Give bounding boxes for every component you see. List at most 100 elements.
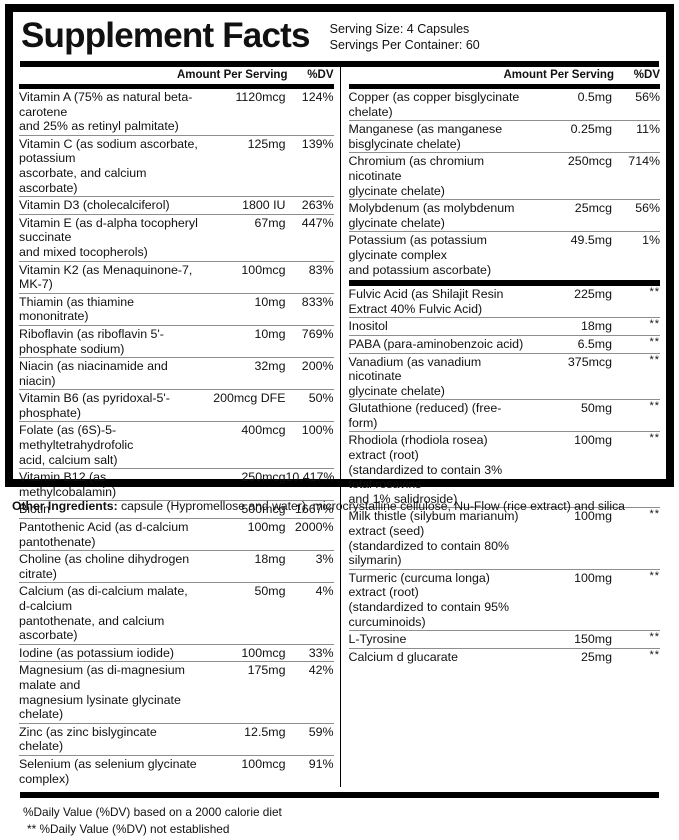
nutrient-name-line: glycinate chelate) <box>348 183 445 198</box>
table-row: Potassium (as potassium glycinate comple… <box>348 231 660 279</box>
nutrient-amount: 125mg <box>201 134 286 197</box>
nutrient-daily-value: 263% <box>285 196 334 215</box>
nutrient-amount: 250mcg <box>201 468 286 501</box>
top-thick-rule <box>20 61 659 67</box>
nutrient-name: Vitamin C (as sodium ascorbate, potassiu… <box>19 134 202 197</box>
nutrient-amount: 18mg <box>201 550 286 583</box>
nutrient-name-line: Biotin <box>19 502 50 517</box>
nutrient-name: Chromium (as chromium nicotinate glycinat… <box>348 152 528 200</box>
nutrient-daily-value: 59% <box>285 722 334 756</box>
nutrient-daily-value: ** <box>612 399 660 432</box>
table-row: Magnesium (as di-magnesium malate and mag… <box>19 661 334 724</box>
nutrient-name-line: L-Tyrosine <box>348 632 407 647</box>
not-established-marker: ** <box>649 335 660 348</box>
right-botanicals-table: Fulvic Acid (as Shilajit Resin Extract 4… <box>348 286 660 666</box>
nutrient-amount: 250mcg <box>528 152 612 200</box>
nutrient-name-line: Vitamin B12 (as methylcobalamin) <box>19 470 117 499</box>
nutrient-name: Vitamin K2 (as Menaquinone-7, MK-7) <box>19 260 202 294</box>
nutrient-name-line: pantothenate, and calcium ascorbate) <box>19 613 165 643</box>
nutrient-name-line: glycinate chelate) <box>348 215 445 230</box>
nutrient-name-line: Turmeric (curcuma longa) extract (root) <box>348 570 490 600</box>
nutrient-name: Vanadium (as vanadium nicotinate glycinat… <box>348 352 528 400</box>
nutrient-name-line: Magnesium (as di-magnesium malate and <box>19 663 185 692</box>
other-ingredients-label: Other Ingredients: <box>12 499 118 513</box>
table-row: Inositol 18mg ** <box>348 317 660 336</box>
nutrient-name-line: Potassium (as potassium glycinate comple… <box>348 233 487 262</box>
nutrient-name: Vitamin E (as d-alpha tocopheryl succina… <box>19 213 202 262</box>
dv-header: %DV <box>307 69 334 81</box>
table-row: Vitamin B12 (as methylcobalamin) 250mcg 10… <box>19 468 334 501</box>
not-established-marker: ** <box>649 432 660 445</box>
table-row: Glutathione (reduced) (free-form) 50mg ** <box>348 399 660 432</box>
nutrient-name: Selenium (as selenium glycinate complex) <box>19 754 202 788</box>
title-row: Supplement Facts Serving Size: 4 Capsule… <box>19 12 660 56</box>
supplement-facts-label: Supplement Facts Serving Size: 4 Capsule… <box>5 4 674 837</box>
supplement-facts-panel: Supplement Facts Serving Size: 4 Capsule… <box>5 4 674 836</box>
nutrient-name-line: Chromium (as chromium nicotinate <box>348 154 485 183</box>
nutrient-amount: 100mcg <box>201 260 286 294</box>
nutrient-name-line: Niacin (as niacinamide and niacin) <box>19 359 168 388</box>
nutrient-daily-value: ** <box>612 647 660 666</box>
table-row: Vitamin E (as d-alpha tocopheryl succina… <box>19 213 334 262</box>
nutrient-amount: 18mg <box>528 317 612 336</box>
table-row: Vitamin A (75% as natural beta-carotene a… <box>19 89 334 135</box>
nutrient-name-line: Calcium (as di-calcium malate, d-calcium <box>19 584 188 613</box>
table-row: Calcium d glucarate 25mg ** <box>348 647 660 666</box>
table-row: Niacin (as niacinamide and niacin) 32mg 20… <box>19 357 334 390</box>
nutrient-daily-value: 2000% <box>285 518 334 551</box>
nutrient-daily-value: 83% <box>285 260 334 294</box>
nutrient-daily-value: 1% <box>612 231 660 279</box>
nutrient-daily-value: ** <box>612 568 660 631</box>
nutrient-name: Manganese (as manganese bisglycinate chel… <box>348 120 528 153</box>
nutrient-amount: 10mg <box>201 292 286 326</box>
nutrient-name: Milk thistle (silybum marianum) extract … <box>348 507 528 570</box>
left-header-rule <box>19 84 334 89</box>
nutrient-name-line: Selenium (as selenium glycinate complex) <box>19 756 197 786</box>
nutrient-daily-value: 50% <box>285 389 334 422</box>
table-row: Copper (as copper bisglycinate chelate) 0… <box>349 89 661 121</box>
nutrient-amount: 50mg <box>528 399 612 432</box>
not-established-marker: ** <box>649 631 660 644</box>
table-row: Folate (as (6S)-5-methyltetrahydrofolic … <box>19 421 334 469</box>
panel-inner: Supplement Facts Serving Size: 4 Capsule… <box>12 11 667 836</box>
nutrient-daily-value: 91% <box>285 754 334 788</box>
servings-per-container: Servings Per Container: 60 <box>329 38 480 52</box>
nutrient-amount: 100mg <box>528 431 612 508</box>
table-row: Vitamin D3 (cholecalciferol) 1800 IU 263% <box>19 196 334 215</box>
nutrient-name-line: Vitamin E (as d-alpha tocopheryl succina… <box>19 215 198 245</box>
nutrient-amount: 25mcg <box>528 199 612 232</box>
nutrient-amount: 175mg <box>201 661 286 724</box>
right-minerals-table: Copper (as copper bisglycinate chelate) 0… <box>348 89 661 279</box>
nutrient-amount: 225mg <box>574 287 612 302</box>
nutrient-name-line: (standardized to contain 80% silymarin) <box>348 538 510 568</box>
nutrient-daily-value: 33% <box>285 643 334 662</box>
nutrient-name: Vitamin B6 (as pyridoxal-5'-phosphate) <box>19 389 202 422</box>
nutrient-amount: 100mcg <box>201 754 286 788</box>
table-row: Calcium (as di-calcium malate, d-calcium… <box>19 582 334 645</box>
nutrient-name-line: and 1% salidroside) <box>348 491 458 506</box>
nutrient-name: Inositol <box>348 317 528 336</box>
table-row: Selenium (as selenium glycinate complex)… <box>19 754 334 788</box>
nutrient-name-line: bisglycinate chelate) <box>348 136 461 151</box>
nutrient-daily-value: 833% <box>285 292 334 326</box>
nutrient-daily-value: ** <box>612 317 660 336</box>
nutrient-name: Zinc (as zinc bislygincate chelate) <box>19 722 202 756</box>
table-row: Riboflavin (as riboflavin 5'-phosphate s… <box>19 324 334 358</box>
table-row: Vanadium (as vanadium nicotinate glycinat… <box>348 352 660 400</box>
amount-per-serving-header: Amount Per Serving <box>176 69 288 81</box>
table-row: Milk thistle (silybum marianum) extract … <box>348 507 660 570</box>
nutrient-amount: 100mg <box>528 568 612 631</box>
nutrient-name: Molybdenum (as molybdenum glycinate chela… <box>348 199 528 232</box>
nutrient-name-line: Calcium d glucarate <box>348 649 459 664</box>
nutrient-name: Rhodiola (rhodiola rosea) extract (root)… <box>348 431 528 508</box>
nutrient-name: Vitamin A (75% as natural beta-carotene a… <box>19 89 202 135</box>
nutrient-name-line: Molybdenum (as molybdenum <box>348 201 515 216</box>
nutrient-daily-value: 56% <box>635 90 660 104</box>
nutrient-name-line: Choline (as choline dihydrogen citrate) <box>19 552 190 581</box>
nutrient-name-line: magnesium lysinate glycinate chelate) <box>19 692 181 722</box>
nutrient-amount: 10mg <box>201 324 286 358</box>
nutrient-name-line: Zinc (as zinc bislygincate chelate) <box>19 724 157 754</box>
right-column-header: Amount Per Serving %DV <box>349 67 660 84</box>
nutrient-name: Vitamin B12 (as methylcobalamin) <box>19 468 202 501</box>
nutrient-name: Iodine (as potassium iodide) <box>19 643 202 662</box>
